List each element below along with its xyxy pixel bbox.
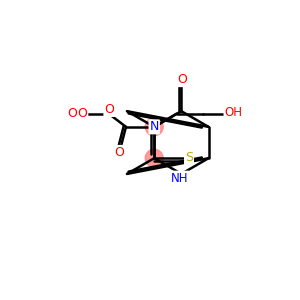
Text: O: O <box>104 103 114 116</box>
Circle shape <box>145 118 163 136</box>
Circle shape <box>145 149 163 167</box>
Text: O: O <box>177 73 187 86</box>
Text: O: O <box>67 106 77 120</box>
Text: O: O <box>77 106 87 120</box>
Text: OH: OH <box>224 106 242 119</box>
Text: S: S <box>185 151 193 164</box>
Text: O: O <box>114 146 124 159</box>
Text: NH: NH <box>171 172 189 184</box>
Text: N: N <box>149 120 159 134</box>
